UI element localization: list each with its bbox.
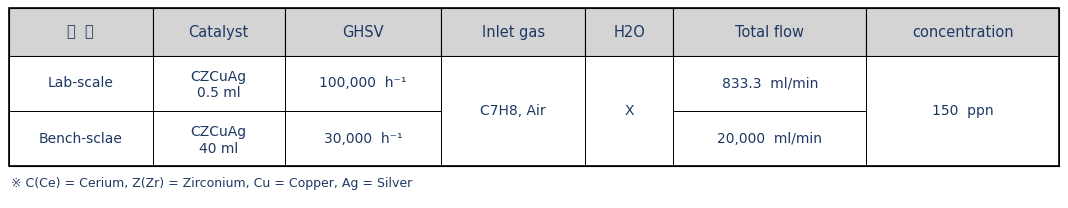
Text: CZCuAg: CZCuAg — [191, 125, 247, 139]
Bar — [673, 8, 866, 56]
Text: 구  분: 구 분 — [67, 25, 94, 40]
Bar — [866, 56, 1059, 166]
Text: 100,000  h⁻¹: 100,000 h⁻¹ — [319, 76, 407, 90]
Text: 40 ml: 40 ml — [199, 142, 238, 156]
Text: Total flow: Total flow — [736, 25, 804, 40]
Text: 20,000  ml/min: 20,000 ml/min — [718, 132, 822, 146]
Text: 30,000  h⁻¹: 30,000 h⁻¹ — [324, 132, 403, 146]
Text: 150  ppn: 150 ppn — [932, 104, 993, 118]
Bar — [153, 8, 285, 56]
Bar — [585, 56, 673, 166]
Bar — [441, 8, 585, 56]
Bar — [441, 56, 585, 166]
Bar — [673, 111, 866, 166]
Bar — [153, 111, 285, 166]
Text: Inlet gas: Inlet gas — [482, 25, 545, 40]
Text: X: X — [625, 104, 634, 118]
Text: ※ C(Ce) = Cerium, Z(Zr) = Zirconium, Cu = Copper, Ag = Silver: ※ C(Ce) = Cerium, Z(Zr) = Zirconium, Cu … — [11, 177, 412, 190]
Bar — [285, 8, 441, 56]
Text: Bench-sclae: Bench-sclae — [38, 132, 123, 146]
Text: Catalyst: Catalyst — [189, 25, 249, 40]
Bar — [285, 56, 441, 111]
Bar — [153, 56, 285, 111]
Text: concentration: concentration — [912, 25, 1014, 40]
Bar — [9, 8, 1059, 166]
Text: GHSV: GHSV — [342, 25, 383, 40]
Bar — [866, 8, 1059, 56]
Bar — [673, 56, 866, 111]
Bar — [285, 111, 441, 166]
Text: Lab-scale: Lab-scale — [48, 76, 113, 90]
Text: 0.5 ml: 0.5 ml — [197, 86, 240, 100]
Bar — [9, 111, 153, 166]
Text: 833.3  ml/min: 833.3 ml/min — [722, 76, 818, 90]
Bar — [9, 56, 153, 111]
Bar — [585, 8, 673, 56]
Text: CZCuAg: CZCuAg — [191, 70, 247, 84]
Text: C7H8, Air: C7H8, Air — [481, 104, 546, 118]
Text: H2O: H2O — [613, 25, 645, 40]
Bar — [9, 8, 153, 56]
